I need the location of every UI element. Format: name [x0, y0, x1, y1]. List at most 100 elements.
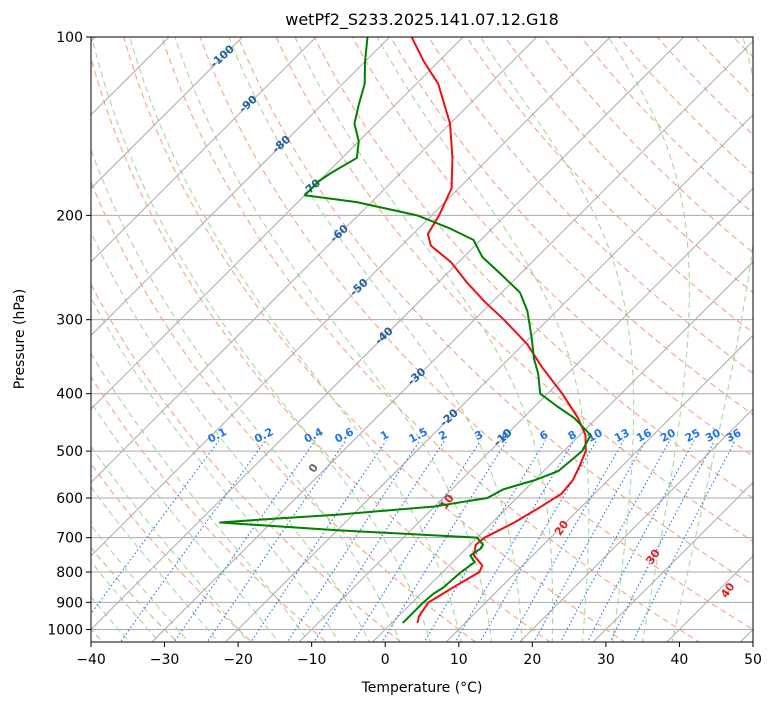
moist-adiabat-line	[91, 37, 432, 642]
x-tick-label: 10	[450, 652, 468, 668]
moist-adiabat-line	[91, 352, 310, 642]
moist-adiabat-line	[174, 37, 493, 642]
mixing-ratio-label: 13	[612, 426, 632, 445]
mixing-ratio-line	[286, 440, 421, 642]
mixing-ratio-line	[119, 440, 266, 642]
dry-adiabat-line	[275, 37, 753, 542]
pressure-grid	[91, 37, 753, 630]
dry-adiabat-line	[466, 37, 753, 334]
dry-adiabat-line	[389, 37, 753, 416]
moist-adiabats	[91, 37, 753, 642]
mixing-ratio-line	[454, 440, 575, 642]
mixing-ratio-line	[632, 440, 736, 642]
isotherm-line	[91, 37, 685, 631]
moist-adiabat-line	[91, 486, 220, 642]
temperature-profile	[410, 37, 587, 624]
mixing-ratio-line	[423, 440, 546, 642]
x-axis-label: Temperature (°C)	[361, 680, 483, 696]
y-tick-label: 500	[56, 444, 83, 460]
dry-adiabat-line	[618, 37, 753, 175]
mixing-ratio-label: 30	[703, 426, 723, 445]
moist-adiabat-line	[228, 37, 523, 642]
y-tick-label: 400	[56, 387, 83, 403]
moist-adiabat-line	[91, 296, 340, 642]
isotherm-line	[519, 408, 753, 642]
x-tick-label: 40	[671, 652, 689, 668]
isotherm-line	[298, 187, 753, 642]
moist-adiabat-line	[91, 445, 249, 642]
isotherm-line	[91, 37, 317, 263]
dry-adiabat-line	[199, 37, 753, 631]
isotherm-line	[445, 334, 753, 642]
dry-adiabat-line	[123, 37, 626, 642]
mixing-ratio-label: 10	[585, 426, 605, 445]
isotherm-line	[91, 37, 538, 484]
moist-adiabat-line	[91, 148, 401, 642]
dry-adiabat-line	[313, 37, 753, 500]
dewpoint-profile	[219, 37, 592, 624]
moist-adiabat-line	[479, 37, 635, 642]
y-tick-label: 100	[56, 30, 83, 46]
x-tick-label: −30	[150, 652, 180, 668]
isotherm-line	[91, 37, 244, 190]
moist-adiabat-line	[91, 401, 280, 642]
mixing-ratio-line	[559, 440, 671, 642]
dry-adiabat-line	[91, 55, 552, 642]
y-tick-label: 300	[56, 313, 83, 329]
axes: −40 −30 −20 −10 0 10 20 30 40 50 100 200 300 400 500 60…	[47, 30, 762, 668]
mixing-ratio-line	[533, 440, 647, 642]
mixing-ratio-line	[313, 440, 445, 642]
y-tick-label: 800	[56, 565, 83, 581]
x-tick-label: −20	[223, 652, 253, 668]
y-tick-label: 900	[56, 595, 83, 611]
mixing-ratio-lines	[91, 440, 736, 642]
isotherm-line	[151, 40, 753, 642]
mixing-ratio-label: 36	[724, 426, 744, 445]
dry-adiabat-line	[427, 37, 753, 375]
x-tick-label: 30	[597, 652, 615, 668]
mixing-ratio-line	[609, 440, 716, 642]
x-tick-label: 50	[744, 652, 762, 668]
mixing-ratio-line	[352, 440, 481, 642]
y-axis-label: Pressure (hPa)	[12, 289, 28, 389]
dry-adiabat-line	[656, 37, 753, 136]
isotherm-line	[91, 37, 464, 410]
dry-adiabat-line	[91, 375, 328, 642]
moist-adiabat-line	[294, 37, 554, 642]
x-tick-label: −40	[76, 652, 106, 668]
y-tick-label: 1000	[47, 622, 83, 638]
moist-adiabat-line	[608, 37, 690, 642]
mixing-ratio-label: 20	[658, 426, 678, 445]
isotherm-line	[91, 37, 611, 557]
moist-adiabat-line	[376, 37, 590, 642]
mixing-ratio-line	[509, 440, 625, 642]
mixing-ratio-line	[479, 440, 597, 642]
chart-title: wetPf2_S233.2025.141.07.12.G18	[285, 10, 559, 30]
plot-frame	[90, 36, 754, 643]
plot-area: -100-90-80-70-60-50-40-30-20-100.1 0.2 0.4…	[91, 37, 753, 642]
y-tick-label: 200	[56, 208, 83, 224]
moist-adiabat-line	[91, 596, 131, 642]
isotherm-line	[224, 114, 753, 642]
isotherms	[91, 37, 753, 642]
isotherm-line	[371, 261, 753, 642]
moist-adiabat-line	[91, 524, 190, 642]
moist-adiabat-line	[129, 37, 462, 642]
moist-adiabat-line	[671, 37, 753, 642]
mixing-ratio-label: 25	[683, 426, 703, 445]
x-tick-label: 20	[523, 652, 541, 668]
mixing-ratio-line	[250, 440, 387, 642]
mixing-ratio-line	[586, 440, 695, 642]
dry-adiabat-line	[351, 37, 753, 457]
dry-adiabat-line	[237, 37, 753, 586]
mixing-ratio-label: 16	[634, 426, 654, 445]
isotherm-line	[91, 37, 391, 337]
y-tick-label: 600	[56, 491, 83, 507]
y-tick-label: 700	[56, 531, 83, 547]
sounding-series	[219, 37, 592, 624]
x-tick-label: −10	[297, 652, 327, 668]
isotherm-line	[592, 481, 753, 642]
